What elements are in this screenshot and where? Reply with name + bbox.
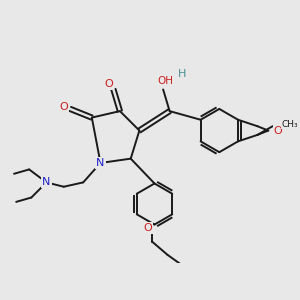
Text: OH: OH [157,76,173,86]
Text: N: N [96,158,105,168]
Text: N: N [42,177,51,188]
Text: CH₃: CH₃ [281,120,298,129]
Text: O: O [105,79,113,89]
Text: O: O [59,102,68,112]
Text: O: O [144,223,152,233]
Text: O: O [274,126,282,136]
Text: H: H [178,69,187,80]
